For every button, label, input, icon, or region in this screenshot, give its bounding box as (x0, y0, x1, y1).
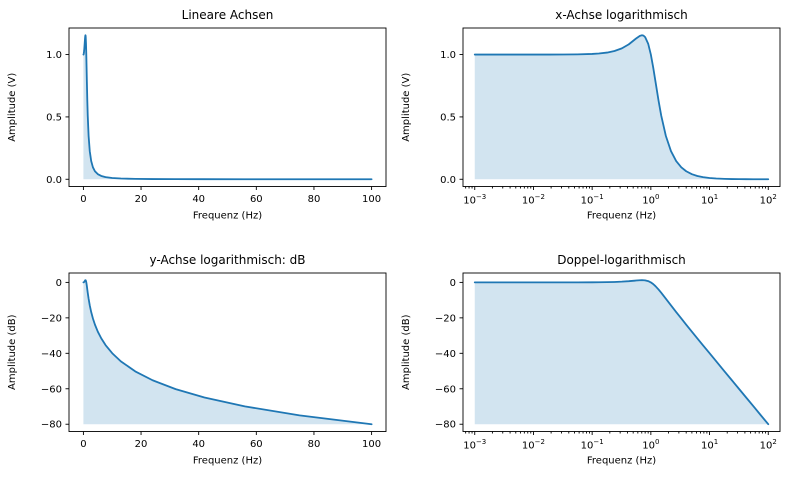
chart-doppel-logarithmisch: 10−3 10−2 10−1 100 101 102 0 −20 −40 −60 −80 Doppel… (401, 253, 781, 466)
y-tick-label: 0.5 (440, 112, 456, 123)
chart-title: y-Achse logarithmisch: dB (149, 253, 305, 267)
y-axis-label: Amplitude (dB) (7, 314, 18, 390)
y-tick-label: −40 (41, 348, 62, 359)
y-tick-label: −40 (435, 348, 456, 359)
y-tick-label: 0.0 (440, 175, 456, 186)
line-series (473, 34, 770, 181)
x-tick-label: 60 (250, 439, 263, 450)
x-tick-label: 0 (80, 194, 86, 205)
line-series (473, 278, 770, 425)
chart-lineare-achsen: 0 20 40 60 80 100 0.0 0.5 1.0 Lineare Achsen Frequ… (7, 8, 387, 222)
y-tick-label: −60 (41, 384, 62, 395)
fill-area (474, 279, 769, 424)
chart-x-achse-logarithmisch: 10−3 10−2 10−1 100 101 102 0.0 0.5 1.0 x-Achse lo… (401, 8, 781, 222)
x-tick-label: 10−1 (581, 193, 604, 207)
x-tick-label: 20 (135, 439, 148, 450)
y-tick-label: −60 (435, 384, 456, 395)
line-series (82, 278, 373, 425)
fill-area (474, 35, 769, 180)
y-tick-label: 1.0 (46, 50, 62, 61)
x-tick-label: 10−2 (522, 193, 545, 207)
subplot-x-achse-logarithmisch: 10−3 10−2 10−1 100 101 102 0.0 0.5 1.0 x-Achse lo… (394, 0, 788, 245)
y-axis-label: Amplitude (V) (7, 73, 18, 142)
x-axis-label: Frequenz (Hz) (193, 211, 262, 222)
fill-area (83, 279, 372, 424)
y-tick-label: 0.5 (46, 112, 62, 123)
y-tick-label: 0 (450, 277, 456, 288)
y-tick-label: −20 (435, 313, 456, 324)
subplot-lineare-achsen: 0 20 40 60 80 100 0.0 0.5 1.0 Lineare Achsen Frequ… (0, 0, 394, 245)
subplot-y-achse-logarithmisch-db: 0 20 40 60 80 100 0 −20 −40 −60 −80 y-Achse logarit… (0, 245, 394, 489)
x-tick-label: 10−3 (463, 438, 486, 452)
x-tick-label: 100 (642, 438, 659, 452)
x-tick-label: 100 (642, 193, 659, 207)
x-tick-label: 40 (192, 194, 205, 205)
chart-title: Doppel-logarithmisch (557, 253, 686, 267)
x-tick-label: 101 (701, 438, 718, 452)
x-tick-label: 102 (760, 438, 777, 452)
chart-y-achse-logarithmisch-db: 0 20 40 60 80 100 0 −20 −40 −60 −80 y-Achse logarit… (7, 253, 387, 466)
x-tick-label: 101 (701, 193, 718, 207)
y-tick-label: −20 (41, 313, 62, 324)
line-series (82, 34, 373, 181)
x-tick-label: 0 (80, 439, 86, 450)
chart-title: Lineare Achsen (182, 8, 274, 22)
x-tick-label: 100 (362, 439, 381, 450)
chart-title: x-Achse logarithmisch (555, 8, 688, 22)
y-tick-label: −80 (435, 419, 456, 430)
x-axis-label: Frequenz (Hz) (193, 455, 262, 466)
y-tick-label: 0 (56, 277, 62, 288)
x-tick-label: 60 (250, 194, 263, 205)
x-axis-label: Frequenz (Hz) (587, 211, 656, 222)
x-tick-label: 102 (760, 193, 777, 207)
x-tick-label: 10−1 (581, 438, 604, 452)
axes-frame (68, 27, 387, 187)
x-tick-label: 10−2 (522, 438, 545, 452)
x-tick-label: 40 (192, 439, 205, 450)
x-tick-label: 100 (362, 194, 381, 205)
axes-frame (462, 27, 781, 187)
x-tick-label: 20 (135, 194, 148, 205)
y-tick-label: 0.0 (46, 175, 62, 186)
x-tick-label: 10−3 (463, 193, 486, 207)
x-axis-label: Frequenz (Hz) (587, 455, 656, 466)
axes-frame (462, 272, 781, 432)
y-tick-label: 1.0 (440, 50, 456, 61)
fill-area (83, 35, 372, 180)
x-tick-label: 80 (308, 439, 321, 450)
subplot-doppel-logarithmisch: 10−3 10−2 10−1 100 101 102 0 −20 −40 −60 −80 Doppel… (394, 245, 788, 489)
y-axis-label: Amplitude (dB) (401, 314, 412, 390)
axes-frame (68, 272, 387, 432)
y-axis-label: Amplitude (V) (401, 73, 412, 142)
x-tick-label: 80 (308, 194, 321, 205)
y-tick-label: −80 (41, 419, 62, 430)
